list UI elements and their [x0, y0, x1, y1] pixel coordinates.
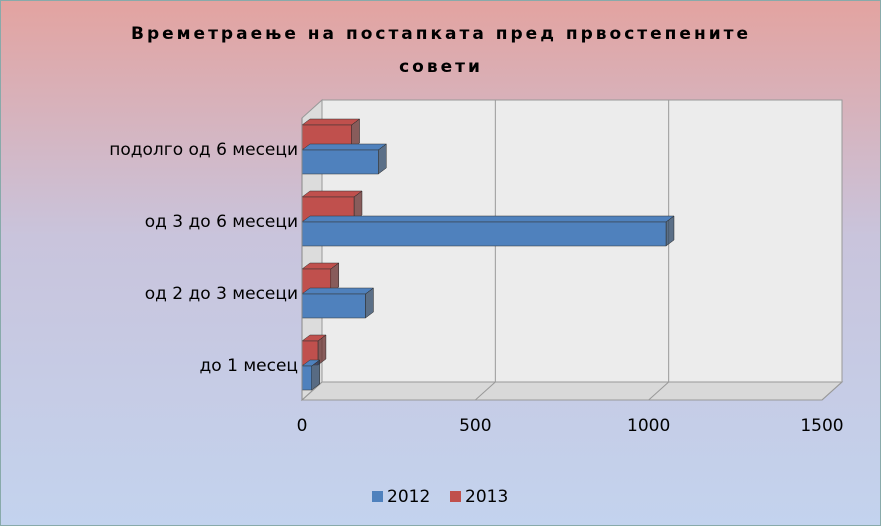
bar-front	[301, 149, 379, 175]
grid-line-floor	[474, 381, 496, 401]
bar-side-shade	[351, 119, 360, 149]
bar-side-shade	[365, 288, 374, 318]
floor	[300, 381, 844, 401]
title-box: Времетраење на постапката пред првостепе…	[131, 24, 751, 77]
bar	[301, 334, 327, 366]
bar-top	[301, 287, 375, 295]
x-tick-label: 0	[297, 416, 308, 436]
bar-top	[301, 215, 675, 223]
x-tick-label: 1500	[800, 416, 843, 436]
bar-side-shade	[666, 216, 674, 246]
y-tick-label: од 2 до 3 месеци	[145, 284, 298, 304]
bar-side-shade	[378, 144, 387, 174]
y-tick-label: до 1 месец	[200, 356, 298, 376]
legend-label: 2012	[387, 487, 430, 507]
bar	[301, 215, 675, 247]
bar-front	[301, 221, 667, 247]
bar-side-shade	[354, 191, 362, 221]
bar-front	[301, 293, 366, 319]
grid-line-floor	[648, 381, 670, 401]
bar	[301, 359, 321, 391]
bar-top	[301, 118, 361, 126]
bar-side-shade	[311, 360, 320, 390]
chart-title: Времетраење на постапката пред првостепе…	[131, 24, 751, 77]
grid-line-floor	[821, 381, 843, 401]
x-tick-label: 500	[459, 416, 491, 436]
legend-swatch	[372, 491, 383, 502]
bar-top	[301, 190, 363, 198]
bar-top	[301, 143, 388, 151]
y-tick-label: подолго од 6 месеци	[109, 140, 298, 160]
bar	[301, 262, 340, 294]
bar-front	[301, 365, 312, 391]
bar	[301, 287, 375, 319]
bar	[301, 143, 388, 175]
y-tick-label: од 3 до 6 месеци	[145, 212, 298, 232]
legend-swatch	[450, 491, 461, 502]
legend-label: 2013	[465, 487, 508, 507]
bar-side-shade	[330, 263, 339, 293]
x-tick-label: 1000	[627, 416, 670, 436]
bar-side-shade	[317, 335, 326, 365]
